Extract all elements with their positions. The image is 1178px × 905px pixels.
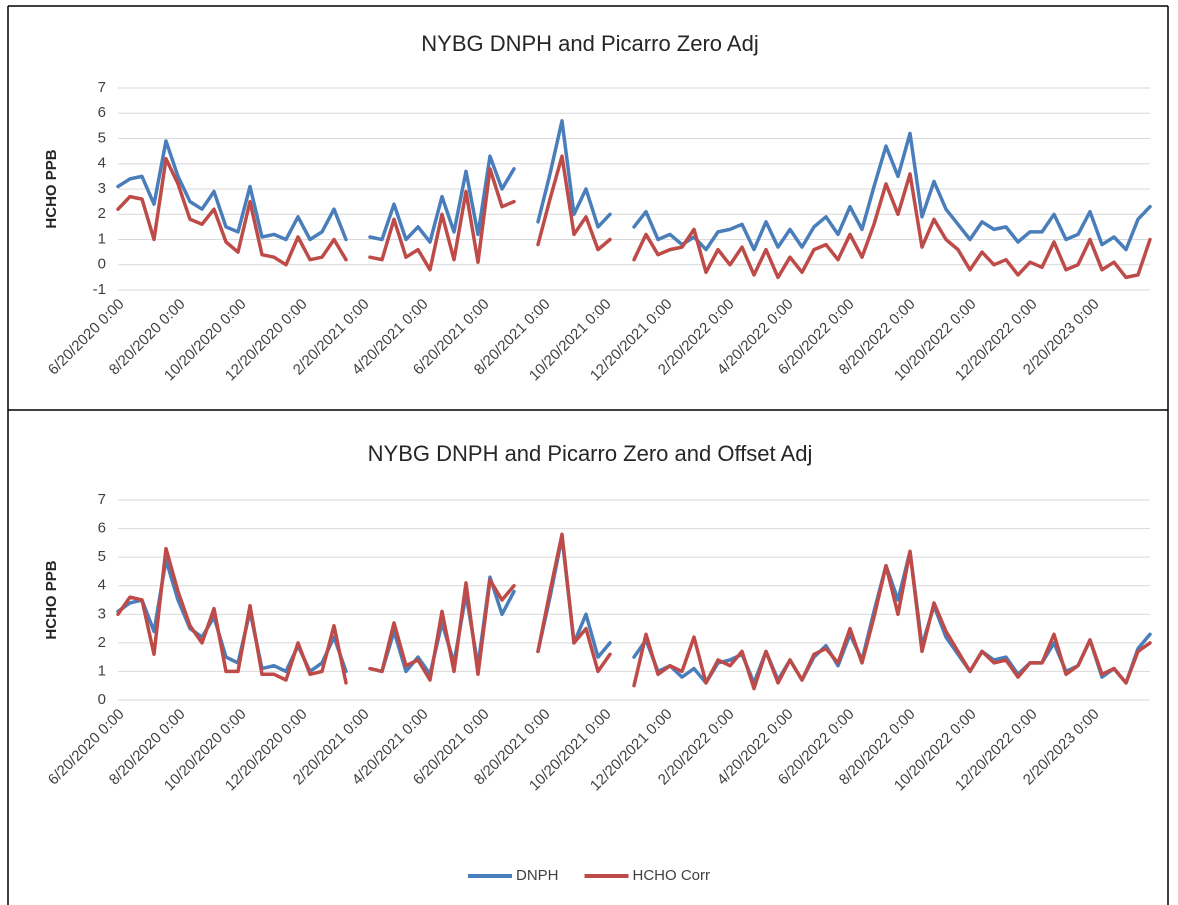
series-line (116, 532, 1152, 691)
y-tick-label: 3 (98, 180, 106, 197)
y-tick-label: 3 (98, 605, 106, 622)
y-tick-label: 2 (98, 634, 106, 651)
y-tick-label: 0 (98, 256, 106, 273)
y-tick-label: 2 (98, 205, 106, 222)
chart-title: NYBG DNPH and Picarro Zero and Offset Ad… (368, 441, 813, 466)
y-tick-label: -1 (93, 281, 106, 298)
y-tick-label: 5 (98, 129, 106, 146)
series-line (116, 535, 1152, 685)
y-tick-label: 4 (98, 155, 106, 172)
series-line (116, 154, 1152, 280)
y-tick-label: 4 (98, 577, 106, 594)
chart-title: NYBG DNPH and Picarro Zero Adj (421, 31, 758, 56)
y-tick-label: 0 (98, 691, 106, 708)
y-axis-title: HCHO PPB (43, 149, 60, 228)
y-tick-label: 1 (98, 662, 106, 679)
y-axis-title: HCHO PPB (43, 560, 60, 639)
y-tick-label: 5 (98, 548, 106, 565)
legend-label: HCHO Corr (633, 867, 711, 884)
y-tick-label: 6 (98, 104, 106, 121)
y-tick-label: 7 (98, 79, 106, 96)
y-tick-label: 1 (98, 230, 106, 247)
series-line (116, 119, 1152, 252)
legend-label: DNPH (516, 867, 559, 884)
y-tick-label: 6 (98, 520, 106, 537)
y-tick-label: 7 (98, 491, 106, 508)
